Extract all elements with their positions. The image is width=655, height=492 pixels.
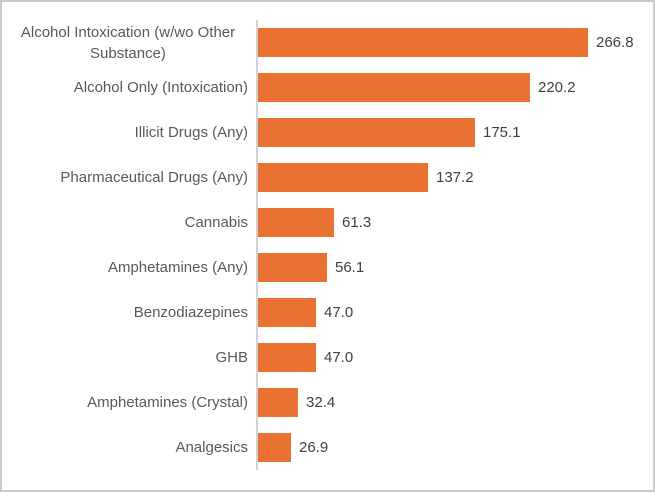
table-row: Amphetamines (Any) 56.1 [8, 245, 651, 290]
plot-area-cell: 266.8 [256, 20, 651, 65]
plot-area-cell: 32.4 [256, 380, 651, 425]
plot-area-cell: 175.1 [256, 110, 651, 155]
category-label: Analgesics [175, 439, 248, 456]
plot-area-cell: 47.0 [256, 335, 651, 380]
bar [258, 298, 316, 327]
bar [258, 73, 530, 102]
bar [258, 253, 327, 282]
category-label-cell: Alcohol Intoxication (w/wo Other Substan… [8, 22, 256, 64]
plot-area-cell: 220.2 [256, 65, 651, 110]
table-row: Cannabis 61.3 [8, 200, 651, 245]
table-row: Amphetamines (Crystal) 32.4 [8, 380, 651, 425]
bar [258, 208, 334, 237]
category-label-cell: Pharmaceutical Drugs (Any) [8, 167, 256, 188]
category-label: Benzodiazepines [133, 304, 248, 321]
bar [258, 28, 588, 57]
category-label: Pharmaceutical Drugs (Any) [60, 169, 248, 186]
chart-rows: Alcohol Intoxication (w/wo Other Substan… [8, 20, 651, 470]
category-label-cell: GHB [8, 347, 256, 368]
category-label-cell: Amphetamines (Any) [8, 257, 256, 278]
plot-area-cell: 47.0 [256, 290, 651, 335]
category-label-cell: Alcohol Only (Intoxication) [8, 77, 256, 98]
value-label: 266.8 [596, 34, 634, 51]
plot-area-cell: 137.2 [256, 155, 651, 200]
category-label: Illicit Drugs (Any) [134, 124, 248, 141]
bar [258, 388, 298, 417]
value-label: 175.1 [483, 124, 521, 141]
category-label: Amphetamines (Any) [107, 259, 248, 276]
table-row: GHB 47.0 [8, 335, 651, 380]
category-label-cell: Amphetamines (Crystal) [8, 392, 256, 413]
table-row: Analgesics 26.9 [8, 425, 651, 470]
bar [258, 118, 475, 147]
value-label: 32.4 [306, 394, 336, 411]
value-label: 56.1 [335, 259, 365, 276]
plot-area-cell: 61.3 [256, 200, 651, 245]
bar [258, 433, 291, 462]
value-label: 220.2 [538, 79, 576, 96]
category-label-cell: Analgesics [8, 437, 256, 458]
category-label-cell: Illicit Drugs (Any) [8, 122, 256, 143]
table-row: Alcohol Intoxication (w/wo Other Substan… [8, 20, 651, 65]
category-label: Alcohol Only (Intoxication) [73, 79, 248, 96]
category-label-cell: Benzodiazepines [8, 302, 256, 323]
value-label: 47.0 [324, 304, 354, 321]
category-label: Cannabis [184, 214, 248, 231]
table-row: Benzodiazepines 47.0 [8, 290, 651, 335]
bar [258, 163, 428, 192]
plot-area-cell: 56.1 [256, 245, 651, 290]
category-label: Alcohol Intoxication (w/wo Other Substan… [20, 23, 236, 62]
category-label: GHB [215, 349, 248, 366]
plot-area-cell: 26.9 [256, 425, 651, 470]
bar [258, 343, 316, 372]
category-label: Amphetamines (Crystal) [87, 394, 248, 411]
value-label: 26.9 [299, 439, 329, 456]
value-label: 47.0 [324, 349, 354, 366]
category-label-cell: Cannabis [8, 212, 256, 233]
table-row: Pharmaceutical Drugs (Any) 137.2 [8, 155, 651, 200]
table-row: Alcohol Only (Intoxication) 220.2 [8, 65, 651, 110]
value-label: 61.3 [342, 214, 372, 231]
table-row: Illicit Drugs (Any) 175.1 [8, 110, 651, 155]
value-label: 137.2 [436, 169, 474, 186]
